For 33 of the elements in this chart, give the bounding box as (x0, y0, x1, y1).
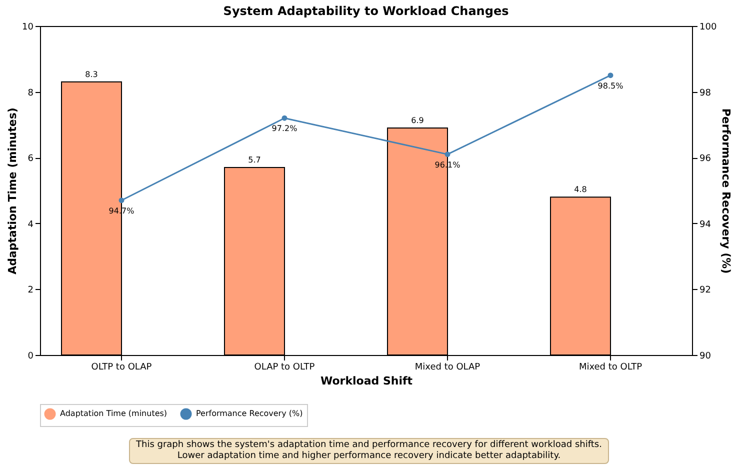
text: This graph shows the system's adaptation time and performance recovery for different workload shifts. Lower adaptation time and higher performance recovery indicate better adaptability. (129, 438, 609, 464)
y2-tick-label: 100 (700, 22, 717, 32)
data-label: 8.3 (85, 70, 98, 79)
data-label: 97.2% (272, 124, 298, 134)
chart-title: System Adaptability to Workload Changes (223, 4, 509, 18)
y-axis-title: Adaptation Time (minutes) (6, 108, 20, 274)
y2-tick-label: 96 (700, 154, 712, 164)
y2-tick-label: 94 (700, 220, 712, 230)
x-tick-label: Mixed to OLTP (578, 362, 643, 372)
y-tick-label: 8 (28, 88, 34, 98)
data-label: 4.8 (574, 185, 587, 194)
data-label: 98.5% (598, 81, 624, 90)
y-tick-label: 6 (28, 154, 34, 164)
y2-tick-label: 92 (700, 286, 711, 296)
legend-label: Adaptation Time (minutes) (60, 409, 168, 418)
y2-tick-label: 90 (700, 352, 712, 362)
point (444, 152, 450, 158)
point (608, 72, 614, 78)
data-label: 5.7 (248, 155, 261, 164)
point (118, 198, 124, 204)
point (282, 115, 288, 121)
y2-tick-label: 98 (700, 88, 712, 98)
x-tick-label: Mixed to OLAP (414, 362, 481, 372)
x-axis-title: Workload Shift (320, 374, 413, 388)
x-tick-label: OLAP to OLTP (254, 362, 316, 372)
y2-axis-title: Performance Recovery (%) (720, 108, 733, 274)
y-tick-label: 2 (28, 286, 34, 296)
y-tick-label: 10 (22, 22, 34, 32)
y-tick-label: 0 (28, 352, 34, 362)
legend-label: Performance Recovery (%) (196, 409, 303, 418)
x-tick-label: OLTP to OLAP (91, 362, 152, 372)
y-tick-label: 4 (28, 220, 34, 230)
data-label: 6.9 (411, 116, 424, 125)
